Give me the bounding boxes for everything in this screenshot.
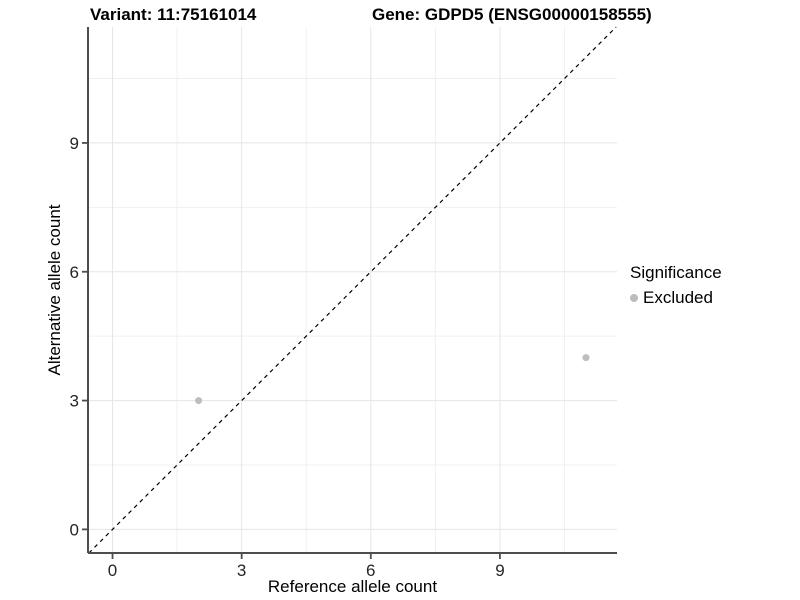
y-axis-label: Alternative allele count — [45, 204, 64, 376]
y-tick-label: 9 — [70, 134, 79, 153]
y-tick-label: 3 — [70, 392, 79, 411]
x-tick-label: 3 — [237, 561, 246, 580]
legend-point-icon — [630, 294, 638, 302]
x-tick-label: 9 — [495, 561, 504, 580]
plot-title-gene: Gene: GDPD5 (ENSG00000158555) — [372, 5, 652, 24]
x-tick-label: 0 — [108, 561, 117, 580]
identity-dashed-line — [88, 26, 617, 554]
legend-entry-excluded: Excluded — [630, 288, 722, 308]
legend-title: Significance — [630, 263, 722, 282]
legend: Significance Excluded — [630, 263, 722, 308]
data-point — [582, 354, 590, 362]
data-point — [195, 397, 203, 405]
x-tick-label: 6 — [366, 561, 375, 580]
y-tick-label: 6 — [70, 263, 79, 282]
x-axis-label: Reference allele count — [267, 577, 438, 596]
plot-title-variant: Variant: 11:75161014 — [90, 5, 257, 24]
legend-entry-label: Excluded — [643, 288, 713, 307]
y-tick-label: 0 — [70, 520, 79, 539]
